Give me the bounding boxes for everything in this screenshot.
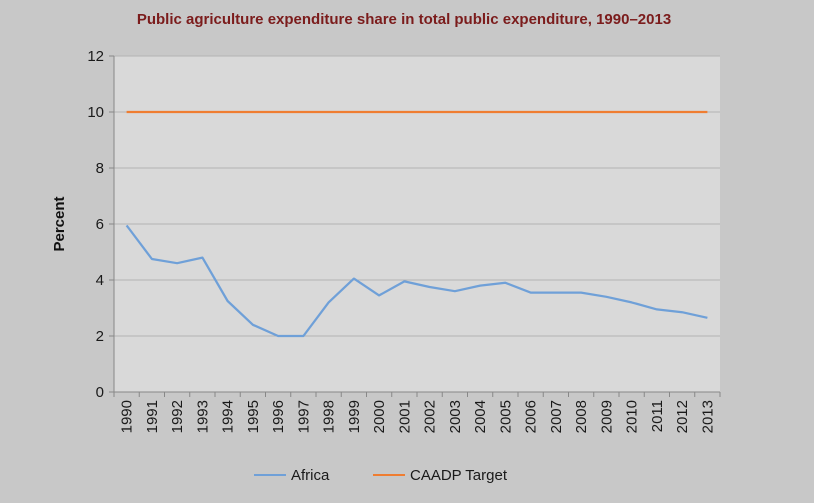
legend-label-africa: Africa — [291, 467, 330, 484]
chart-title: Public agriculture expenditure share in … — [137, 11, 671, 28]
x-tick-label: 1998 — [321, 400, 338, 433]
x-tick-label: 2003 — [447, 400, 464, 433]
y-tick-labels: 0 2 4 6 8 10 12 — [87, 48, 104, 401]
x-tick-label: 2005 — [497, 400, 514, 433]
x-tick-label: 1994 — [220, 400, 237, 433]
x-tick-label: 1992 — [169, 400, 186, 433]
x-tick-label: 2009 — [598, 400, 615, 433]
x-tick-label: 2007 — [548, 400, 565, 433]
x-tick-label: 1991 — [144, 400, 161, 433]
x-tick-label: 2001 — [396, 400, 413, 433]
y-axis-label: Percent — [51, 196, 68, 251]
x-tick-label: 1990 — [119, 400, 136, 433]
y-tick-label: 4 — [96, 272, 104, 289]
x-tick-label: 2006 — [523, 400, 540, 433]
axes — [109, 55, 721, 397]
series — [125, 110, 708, 338]
x-tick-label: 2012 — [674, 400, 691, 433]
series-line-africa — [125, 224, 708, 338]
x-tick-label: 2004 — [472, 400, 489, 433]
x-tick-label: 2008 — [573, 400, 590, 433]
y-tick-label: 10 — [87, 104, 104, 121]
y-tick-label: 0 — [96, 384, 104, 401]
legend: Africa CAADP Target — [254, 467, 508, 484]
y-tick-label: 12 — [87, 48, 104, 65]
x-tick-label: 2002 — [422, 400, 439, 433]
x-tick-label: 1997 — [295, 400, 312, 433]
x-tick-labels: 1990 1991 1992 1993 1994 1995 1996 1997 1998 1999… — [119, 400, 717, 433]
legend-label-caadp-target: CAADP Target — [410, 467, 508, 484]
x-tick-label: 2011 — [649, 400, 666, 432]
x-tick-label: 2010 — [624, 400, 641, 433]
x-tick-label: 1993 — [194, 400, 211, 433]
x-tick-label: 2000 — [371, 400, 388, 433]
x-tick-label: 1996 — [270, 400, 287, 433]
x-tick-label: 2013 — [699, 400, 716, 433]
y-tick-label: 6 — [96, 216, 104, 233]
y-tick-label: 2 — [96, 328, 104, 345]
x-tick-label: 1999 — [346, 400, 363, 433]
x-tick-label: 1995 — [245, 400, 262, 433]
y-tick-label: 8 — [96, 160, 104, 177]
